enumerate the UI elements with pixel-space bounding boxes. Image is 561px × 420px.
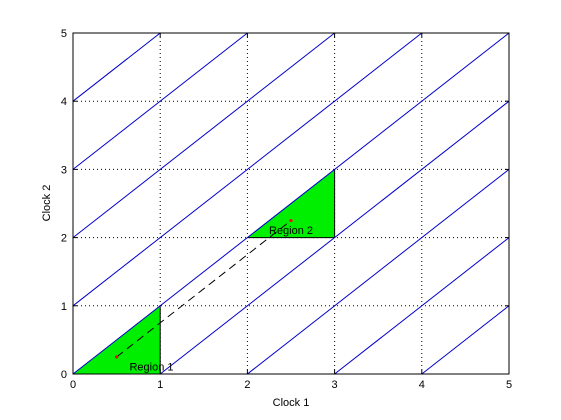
x-axis-label: Clock 1	[273, 397, 310, 409]
diagonal-line	[159, 100, 510, 375]
diagonal-line	[72, 32, 510, 375]
diagonal-line	[421, 305, 510, 375]
diagonal-line	[72, 32, 335, 238]
tick-labels: 0 1 2 3 4 5 0 1 2 3 4 5	[61, 28, 512, 391]
x-tick-label: 5	[506, 379, 512, 391]
plot-frame	[72, 32, 510, 375]
diagonal-line	[72, 32, 423, 307]
diagonal-line	[72, 32, 248, 170]
region-label: Region 1	[129, 362, 173, 374]
diagonal-line	[334, 237, 510, 375]
region-point	[289, 218, 293, 223]
y-tick-label: 5	[61, 28, 67, 40]
x-tick-label: 0	[70, 379, 76, 391]
diagonal-line	[72, 32, 161, 102]
y-tick-label: 1	[61, 301, 67, 313]
diagonal-line	[247, 169, 510, 375]
trajectory-line	[116, 220, 292, 358]
trajectory: Region 1 Region 2	[115, 218, 313, 374]
diagonal-lines	[72, 32, 510, 375]
x-tick-label: 2	[244, 379, 250, 391]
axes	[72, 32, 510, 375]
x-tick-label: 3	[332, 379, 338, 391]
x-tick-label: 4	[419, 379, 425, 391]
region-label: Region 2	[269, 225, 313, 237]
x-tick-label: 1	[157, 379, 163, 391]
y-axis-label: Clock 2	[41, 185, 53, 222]
y-tick-label: 4	[61, 96, 67, 108]
y-tick-label: 2	[61, 233, 67, 245]
region-point	[115, 355, 119, 359]
y-tick-label: 0	[61, 369, 67, 381]
y-tick-label: 3	[61, 164, 67, 176]
